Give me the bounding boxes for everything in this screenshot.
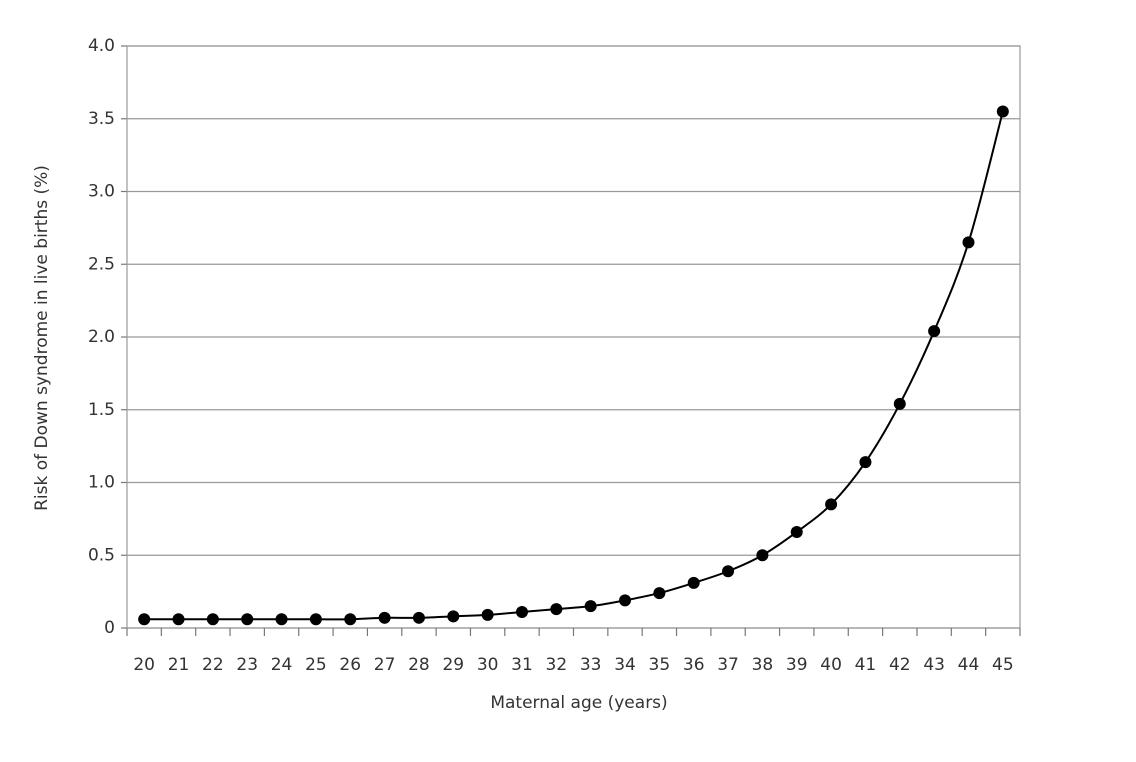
data-point [996, 105, 1009, 118]
data-point [412, 611, 425, 624]
y-tick-label: 0 [104, 618, 115, 638]
y-axis-title: Risk of Down syndrome in live births (%) [32, 165, 52, 511]
data-point [962, 236, 975, 249]
y-tick-label: 2.0 [88, 327, 115, 347]
x-tick-label: 41 [855, 655, 877, 675]
data-point [756, 549, 769, 562]
data-point [928, 325, 941, 338]
data-point [309, 613, 322, 626]
data-point [275, 613, 288, 626]
data-point [378, 611, 391, 624]
data-point [653, 587, 666, 600]
data-point [550, 603, 563, 616]
x-tick-label: 20 [133, 655, 155, 675]
data-point [619, 594, 632, 607]
x-tick-label: 23 [236, 655, 258, 675]
x-tick-label: 21 [168, 655, 190, 675]
y-tick-label: 3.0 [88, 182, 115, 202]
y-tick-label: 4.0 [88, 36, 115, 56]
data-point [584, 600, 597, 613]
data-point [722, 565, 735, 578]
x-tick-label: 45 [992, 655, 1014, 675]
x-tick-label: 36 [683, 655, 705, 675]
data-point [515, 605, 528, 618]
y-tick-label: 0.5 [88, 545, 115, 565]
x-tick-label: 29 [442, 655, 464, 675]
data-point [206, 613, 219, 626]
x-tick-label: 42 [889, 655, 911, 675]
x-tick-label: 26 [339, 655, 361, 675]
data-point [790, 525, 803, 538]
x-tick-label: 31 [511, 655, 533, 675]
x-tick-label: 34 [614, 655, 636, 675]
data-point [447, 610, 460, 623]
x-tick-label: 25 [305, 655, 327, 675]
x-tick-label: 44 [958, 655, 980, 675]
x-tick-label: 30 [477, 655, 499, 675]
x-tick-label: 28 [408, 655, 430, 675]
data-point [241, 613, 254, 626]
y-tick-label: 3.5 [88, 109, 115, 129]
x-tick-label: 24 [271, 655, 293, 675]
x-tick-label: 43 [923, 655, 945, 675]
x-tick-label: 38 [752, 655, 774, 675]
data-point [825, 498, 838, 511]
data-point [138, 613, 151, 626]
x-tick-label: 37 [717, 655, 739, 675]
data-point [859, 456, 872, 469]
x-tick-label: 32 [546, 655, 568, 675]
data-point [481, 608, 494, 621]
x-axis-title: Maternal age (years) [490, 693, 667, 713]
data-point [687, 576, 700, 589]
data-point [172, 613, 185, 626]
x-tick-label: 27 [374, 655, 396, 675]
x-tick-label: 33 [580, 655, 602, 675]
y-tick-label: 2.5 [88, 254, 115, 274]
y-tick-label: 1.0 [88, 473, 115, 493]
x-tick-label: 35 [649, 655, 671, 675]
x-tick-label: 39 [786, 655, 808, 675]
data-point [344, 613, 357, 626]
y-tick-label: 1.5 [88, 400, 115, 420]
x-tick-label: 22 [202, 655, 224, 675]
x-tick-label: 40 [820, 655, 842, 675]
series-line [144, 111, 1004, 621]
data-point [893, 397, 906, 410]
